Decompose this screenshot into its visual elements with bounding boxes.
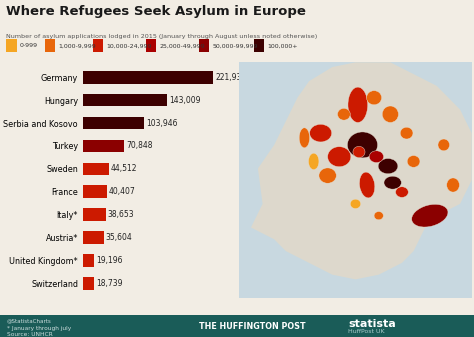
Text: 25,000-49,999: 25,000-49,999 — [159, 43, 205, 48]
Text: 40,407: 40,407 — [109, 187, 136, 196]
Text: 35,604: 35,604 — [106, 233, 133, 242]
Text: Where Refugees Seek Asylum in Europe: Where Refugees Seek Asylum in Europe — [6, 5, 306, 18]
Ellipse shape — [350, 199, 361, 209]
Ellipse shape — [369, 151, 383, 163]
Ellipse shape — [310, 124, 332, 142]
Bar — [83, 185, 107, 198]
Ellipse shape — [447, 178, 459, 192]
Bar — [83, 231, 104, 244]
Bar — [83, 162, 109, 175]
Ellipse shape — [400, 127, 413, 139]
Ellipse shape — [359, 172, 375, 198]
Ellipse shape — [396, 187, 408, 197]
Text: 44,512: 44,512 — [111, 164, 137, 173]
Text: 1,000-9,999: 1,000-9,999 — [59, 43, 97, 48]
Text: 19,196: 19,196 — [96, 256, 123, 265]
Ellipse shape — [438, 139, 449, 151]
Bar — [83, 94, 167, 106]
Ellipse shape — [348, 87, 368, 123]
Text: 0-999: 0-999 — [20, 43, 38, 48]
Ellipse shape — [353, 146, 365, 158]
Text: THE HUFFINGTON POST: THE HUFFINGTON POST — [199, 322, 306, 331]
Ellipse shape — [407, 155, 420, 167]
Ellipse shape — [378, 158, 398, 174]
Text: 38,653: 38,653 — [108, 210, 134, 219]
Bar — [83, 117, 144, 129]
Ellipse shape — [366, 91, 382, 105]
Text: statista: statista — [348, 319, 396, 329]
Text: HuffPost UK: HuffPost UK — [348, 330, 385, 334]
Ellipse shape — [412, 204, 448, 227]
Bar — [83, 254, 94, 267]
Text: 70,848: 70,848 — [127, 142, 153, 150]
Bar — [83, 277, 94, 290]
Bar — [83, 208, 106, 221]
Ellipse shape — [328, 147, 351, 167]
Text: Number of asylum applications lodged in 2015 (January through August unless note: Number of asylum applications lodged in … — [6, 34, 318, 39]
Text: 221,933: 221,933 — [215, 73, 246, 82]
Ellipse shape — [384, 176, 401, 189]
Bar — [83, 71, 213, 84]
Text: 100,000+: 100,000+ — [268, 43, 298, 48]
Ellipse shape — [319, 168, 337, 183]
Text: Source: UNHCR: Source: UNHCR — [7, 332, 53, 337]
Text: 103,946: 103,946 — [146, 119, 177, 127]
Text: 18,739: 18,739 — [96, 279, 122, 288]
Ellipse shape — [374, 212, 383, 220]
Text: 50,000-99,999: 50,000-99,999 — [212, 43, 258, 48]
Text: 10,000-24,999: 10,000-24,999 — [107, 43, 152, 48]
Ellipse shape — [382, 106, 399, 123]
Ellipse shape — [299, 128, 310, 148]
Text: @StatistaCharts: @StatistaCharts — [7, 318, 52, 324]
Text: 143,009: 143,009 — [169, 96, 201, 104]
Ellipse shape — [347, 132, 378, 158]
Text: * January through july: * January through july — [7, 326, 72, 331]
Bar — [83, 140, 125, 152]
Polygon shape — [251, 62, 472, 279]
Ellipse shape — [337, 109, 350, 120]
Ellipse shape — [309, 153, 319, 170]
